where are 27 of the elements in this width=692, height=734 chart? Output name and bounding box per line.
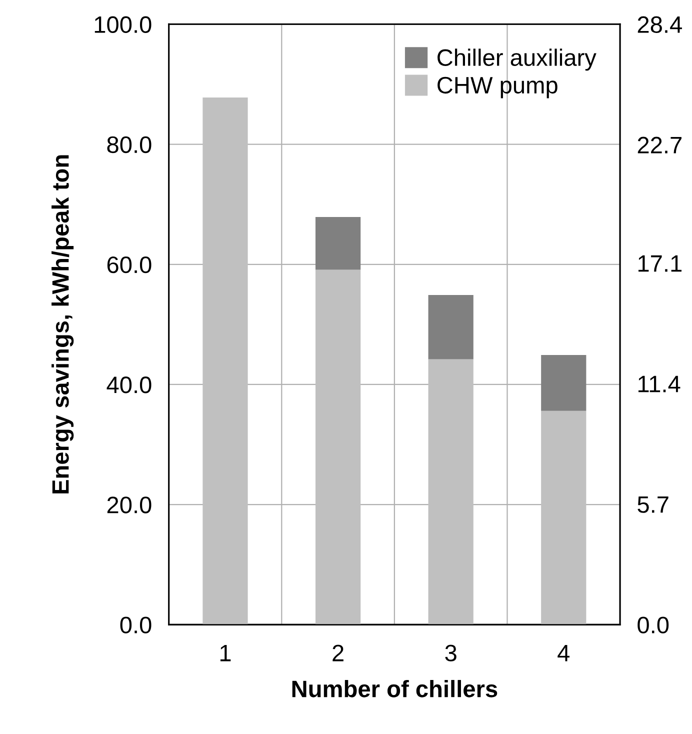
bar (315, 270, 361, 625)
y2-tick-label: 5.7 (638, 496, 668, 513)
y-tick-label: 20.0 (107, 496, 152, 514)
x-tick-label: 4 (558, 644, 570, 662)
x-tick-label: 2 (332, 644, 344, 662)
y-tick-label: 40.0 (106, 376, 152, 394)
y2-tick-label: 11.4 (638, 376, 680, 392)
bar (541, 355, 586, 411)
y-axis-title: Energy savings, kWh/peak ton (52, 155, 74, 494)
y2-tick-label: 28.4 (638, 16, 682, 34)
legend-label: Chiller auxiliary (438, 48, 596, 71)
y-tick-label: 0.0 (120, 616, 152, 634)
legend-label: CHW pump (438, 76, 558, 98)
y-tick-label: 60.0 (107, 256, 152, 274)
x-axis-title: Number of chillers (292, 680, 498, 698)
bar (202, 97, 248, 625)
y2-tick-label: 0.0 (638, 616, 669, 634)
y2-tick-label: 17.1 (638, 255, 682, 272)
bar (428, 295, 474, 360)
y-tick-label: 100.0 (94, 16, 152, 34)
x-tick-label: 3 (445, 644, 456, 662)
bar (541, 410, 586, 625)
bar (315, 216, 361, 270)
bar (428, 359, 474, 625)
x-tick-label: 1 (220, 644, 231, 662)
y2-tick-label: 22.7 (638, 136, 682, 154)
y-tick-label: 80.0 (107, 136, 152, 154)
